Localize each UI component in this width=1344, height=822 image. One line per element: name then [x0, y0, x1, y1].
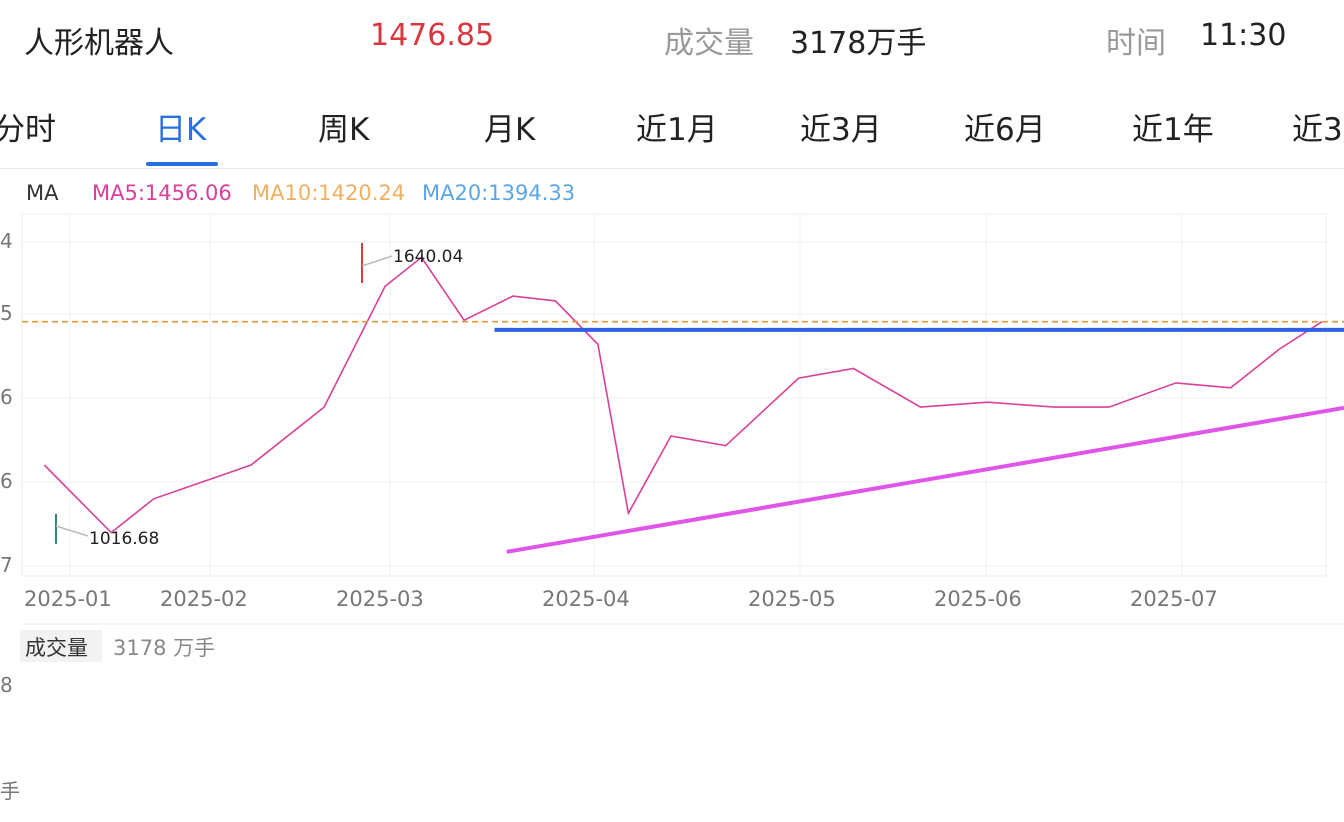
volume-y-tick: 8	[0, 673, 13, 697]
legend-ma5: MA5:1456.06	[92, 181, 232, 205]
grid-lines	[22, 214, 1326, 576]
tab-daily-k[interactable]: 日K	[155, 112, 207, 148]
tab-3-years[interactable]: 近3	[1292, 112, 1343, 148]
y-tick-label: 6	[0, 469, 13, 493]
tab-3-months[interactable]: 近3月	[800, 112, 882, 148]
active-tab-indicator	[146, 162, 218, 166]
y-tick-label: 4	[0, 229, 13, 253]
tab-weekly-k[interactable]: 周K	[318, 112, 370, 148]
tab-intraday[interactable]: 分时	[0, 112, 56, 148]
index-name: 人形机器人	[24, 26, 174, 61]
magenta-trendline	[506, 405, 1344, 554]
x-tick-label: 2025-02	[160, 587, 248, 611]
legend-ma10: MA10:1420.24	[252, 181, 405, 205]
high-annotation: 1640.04	[393, 247, 463, 267]
time-label: 时间	[1106, 26, 1166, 61]
legend-ma: MA	[26, 181, 59, 205]
tab-1-month[interactable]: 近1月	[636, 112, 718, 148]
tab-monthly-k[interactable]: 月K	[484, 112, 536, 148]
plot-area	[21, 213, 1327, 577]
period-tabs: 分时 日K 周K 月K 近1月 近3月 近6月 近1年 近3	[0, 92, 1344, 169]
volume-y-tick: 手	[0, 779, 20, 803]
user-drawn-lines	[494, 327, 1344, 554]
volume-label-bg	[20, 630, 102, 662]
current-price: 1476.85	[370, 18, 495, 53]
x-tick-label: 2025-06	[934, 587, 1022, 611]
candlestick-series	[43, 242, 1323, 544]
y-tick-label: 7	[0, 553, 13, 577]
low-annotation-leader	[55, 525, 89, 537]
kline-chart[interactable]: MA MA5:1456.06 MA10:1420.24 MA20:1394.33…	[0, 168, 1344, 822]
x-tick-label: 2025-03	[336, 587, 424, 611]
ma5-line	[43, 256, 1323, 534]
tab-1-year[interactable]: 近1年	[1132, 112, 1214, 148]
low-annotation: 1016.68	[89, 529, 159, 549]
quote-header: 人形机器人 1476.85 成交量 3178万手 时间 11:30	[0, 0, 1344, 76]
volume-value: 3178万手	[790, 26, 927, 61]
time-value: 11:30	[1200, 18, 1287, 53]
y-tick-label: 5	[0, 301, 13, 325]
volume-label: 成交量	[664, 26, 754, 61]
volume-panel-label: 成交量	[25, 636, 88, 660]
volume-panel-value: 3178 万手	[113, 636, 215, 660]
y-tick-label: 6	[0, 385, 13, 409]
legend-ma20: MA20:1394.33	[422, 181, 575, 205]
x-tick-label: 2025-04	[542, 587, 630, 611]
tab-6-months[interactable]: 近6月	[964, 112, 1046, 148]
x-tick-label: 2025-05	[748, 587, 836, 611]
high-annotation-leader	[361, 255, 393, 267]
x-tick-label: 2025-07	[1130, 587, 1218, 611]
x-tick-label: 2025-01	[24, 587, 112, 611]
